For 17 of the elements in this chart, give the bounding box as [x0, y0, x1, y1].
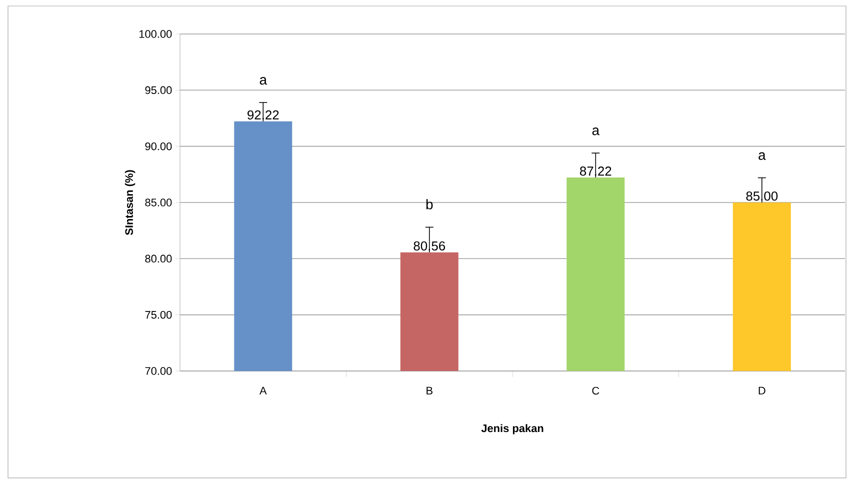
y-tick-label: 90.00	[145, 142, 172, 150]
y-tick-label: 75.00	[145, 310, 172, 319]
x-axis-title: Jenis pakan	[481, 424, 544, 434]
y-tick-label: 70.00	[145, 367, 172, 375]
x-tick-label: D	[758, 386, 766, 394]
annotation: a	[758, 152, 766, 160]
y-axis-title: SIntasan (%)	[124, 170, 136, 236]
y-tick-label: 85.00	[145, 198, 172, 206]
annotation: a	[592, 128, 600, 136]
annotation: a	[260, 77, 268, 85]
x-tick-label: A	[259, 386, 267, 394]
x-tick-label: B	[426, 386, 432, 394]
y-tick-label: 80.00	[145, 254, 172, 263]
annotation: b	[426, 199, 433, 210]
y-tick-label: 100.00	[139, 30, 172, 38]
y-tick-label: 95.00	[145, 86, 172, 94]
x-tick-label: C	[592, 386, 600, 395]
